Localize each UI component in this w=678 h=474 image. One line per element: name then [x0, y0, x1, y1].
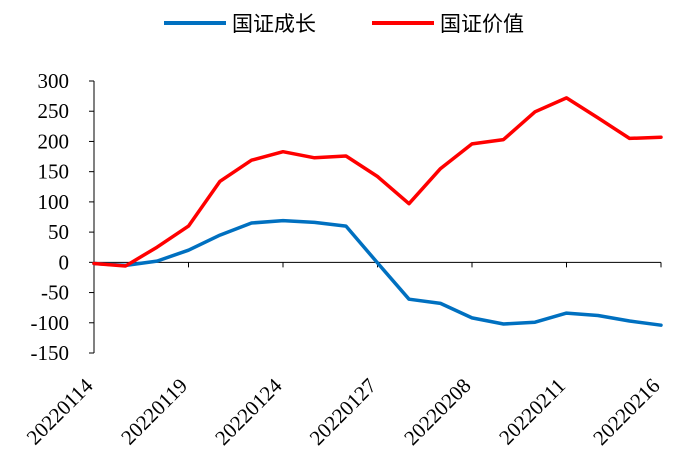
legend-item-0: 国证成长 [164, 12, 316, 36]
x-axis: 20220114 20220119 20220124 20220127 20220208… [22, 261, 665, 450]
x-tick-label: 20220114 [22, 373, 98, 449]
y-tick-label: 300 [38, 69, 70, 93]
x-tick-label: 20220208 [399, 374, 475, 450]
x-tick-label: 20220127 [305, 374, 381, 450]
legend-label: 国证成长 [232, 12, 316, 36]
x-tick-label: 20220211 [494, 374, 570, 450]
chart-legend: 国证成长 国证价值 [164, 12, 524, 36]
y-tick-label: -150 [31, 341, 70, 365]
y-tick-label: -50 [41, 281, 69, 305]
y-tick-label: 200 [38, 129, 70, 153]
series-line-0 [92, 218, 663, 327]
legend-label: 国证价值 [440, 12, 524, 36]
series-line-1 [92, 96, 663, 268]
y-axis: 300 250 200 150 100 50 0 -50 -100 -150 [31, 69, 95, 365]
series-layer [92, 96, 663, 327]
y-tick-label: 50 [48, 220, 69, 244]
legend-item-1: 国证价值 [372, 12, 524, 36]
y-tick-label: -100 [31, 311, 70, 335]
y-tick-label: 250 [38, 99, 70, 123]
y-tick-label: 100 [38, 190, 70, 214]
y-tick-label: 150 [38, 160, 70, 184]
x-tick-label: 20220216 [588, 374, 664, 450]
x-tick-label: 20220119 [116, 374, 192, 450]
y-tick-label: 0 [59, 250, 70, 274]
x-tick-label: 20220124 [210, 373, 287, 450]
